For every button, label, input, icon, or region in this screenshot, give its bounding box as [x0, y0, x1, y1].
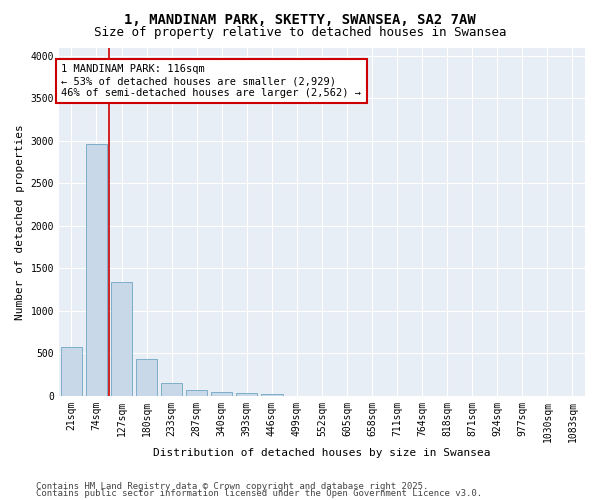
Y-axis label: Number of detached properties: Number of detached properties: [15, 124, 25, 320]
X-axis label: Distribution of detached houses by size in Swansea: Distribution of detached houses by size …: [153, 448, 491, 458]
Text: Contains public sector information licensed under the Open Government Licence v3: Contains public sector information licen…: [36, 490, 482, 498]
Text: 1 MANDINAM PARK: 116sqm
← 53% of detached houses are smaller (2,929)
46% of semi: 1 MANDINAM PARK: 116sqm ← 53% of detache…: [61, 64, 361, 98]
Bar: [186, 390, 208, 396]
Bar: [236, 393, 257, 396]
Bar: [161, 383, 182, 396]
Bar: [86, 144, 107, 396]
Text: Size of property relative to detached houses in Swansea: Size of property relative to detached ho…: [94, 26, 506, 39]
Bar: [136, 360, 157, 396]
Bar: [111, 282, 132, 396]
Text: 1, MANDINAM PARK, SKETTY, SWANSEA, SA2 7AW: 1, MANDINAM PARK, SKETTY, SWANSEA, SA2 7…: [124, 12, 476, 26]
Bar: [261, 394, 283, 396]
Text: Contains HM Land Registry data © Crown copyright and database right 2025.: Contains HM Land Registry data © Crown c…: [36, 482, 428, 491]
Bar: [211, 392, 232, 396]
Bar: [61, 346, 82, 396]
